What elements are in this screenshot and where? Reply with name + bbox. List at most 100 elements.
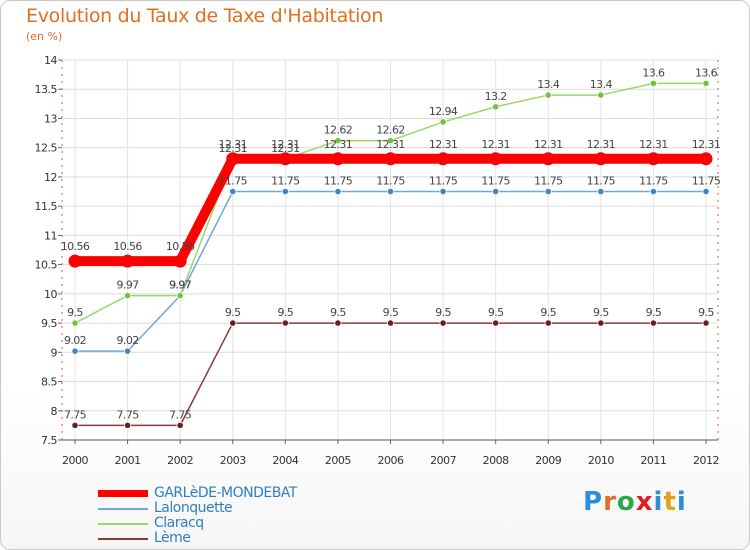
legend-label: Lalonquette	[154, 500, 233, 516]
data-point	[71, 421, 79, 429]
y-tick-label: 12	[44, 171, 57, 184]
data-label: 11.75	[271, 175, 300, 188]
data-label: 9.5	[67, 306, 83, 319]
data-label: 11.75	[219, 175, 248, 188]
data-point	[646, 152, 660, 166]
data-label: 9.5	[435, 306, 451, 319]
data-point	[176, 291, 184, 300]
y-tick-label: 9	[51, 346, 58, 359]
data-label: 10.56	[166, 240, 195, 253]
data-label: 12.31	[219, 142, 248, 155]
data-point	[544, 319, 552, 327]
data-label: 12.94	[429, 105, 458, 118]
y-tick-label: 11	[44, 229, 57, 242]
data-point	[384, 152, 397, 166]
data-label: 12.62	[324, 124, 353, 137]
x-tick-label: 2004	[272, 454, 298, 467]
legend-swatch-garlede	[98, 490, 148, 497]
data-label: 7.75	[169, 408, 192, 421]
data-label: 13.6	[642, 66, 665, 79]
data-point	[123, 421, 132, 429]
data-point	[71, 347, 79, 355]
x-tick-label: 2012	[693, 454, 719, 467]
data-point	[334, 137, 342, 145]
data-label: 11.75	[692, 175, 721, 188]
data-label: 9.97	[169, 279, 192, 292]
logo-letter: t	[663, 487, 677, 517]
data-point	[123, 347, 132, 355]
proxiti-logo[interactable]: Proxiti	[583, 487, 687, 517]
data-label: 12.31	[692, 138, 721, 151]
x-tick-label: 2010	[588, 454, 614, 467]
data-point	[278, 152, 292, 166]
data-label: 7.75	[64, 408, 87, 421]
data-point	[331, 152, 345, 166]
data-point	[439, 319, 447, 327]
data-label: 13.6	[695, 66, 718, 79]
data-label: 12.31	[271, 142, 300, 155]
y-tick-label: 11.5	[35, 200, 58, 213]
data-label: 11.75	[481, 175, 510, 188]
data-point	[386, 319, 395, 327]
data-point	[68, 254, 82, 268]
data-label: 9.5	[277, 306, 293, 319]
data-label: 13.4	[590, 78, 613, 91]
data-label: 11.75	[376, 175, 405, 188]
data-label: 12.31	[639, 138, 668, 151]
chart-title: Evolution du Taux de Taxe d'Habitation	[26, 5, 384, 27]
data-label: 9.5	[698, 306, 714, 319]
x-tick-label: 2008	[483, 454, 509, 467]
legend-label: Claracq	[154, 515, 204, 531]
data-label: 10.56	[113, 240, 142, 253]
logo-letter: P	[583, 487, 604, 517]
data-label: 9.5	[225, 306, 241, 319]
data-label: 12.31	[271, 138, 300, 151]
data-point	[334, 187, 342, 196]
data-label: 12.31	[324, 138, 353, 151]
data-label: 12.31	[376, 138, 405, 151]
data-point	[439, 118, 447, 126]
data-label: 13.2	[485, 90, 507, 103]
data-point	[226, 152, 240, 166]
legend-swatch-leme	[98, 538, 148, 540]
data-point	[492, 319, 500, 327]
y-tick-label: 9.5	[41, 317, 57, 330]
data-point	[597, 187, 605, 196]
data-point	[597, 319, 605, 327]
data-point	[176, 421, 184, 429]
y-tick-label: 13	[44, 112, 57, 125]
x-tick-label: 2009	[535, 454, 561, 467]
data-point	[281, 187, 289, 196]
data-label: 9.97	[169, 279, 192, 292]
data-point	[492, 103, 500, 111]
data-point	[699, 152, 713, 166]
legend-label: GARLèDE-MONDEBAT	[154, 485, 297, 501]
data-point	[123, 291, 132, 300]
data-point	[544, 187, 552, 196]
logo-letter: x	[635, 487, 654, 517]
data-label: 9.5	[646, 306, 662, 319]
x-tick-label: 2005	[325, 454, 351, 467]
data-point	[439, 187, 447, 196]
data-label: 9.02	[117, 334, 139, 347]
y-tick-label: 8.5	[41, 376, 57, 389]
data-label: 12.62	[376, 124, 405, 137]
data-point	[544, 91, 552, 99]
data-point	[702, 187, 710, 196]
y-tick-label: 14	[44, 54, 57, 67]
data-label: 9.97	[117, 279, 140, 292]
data-point	[229, 187, 237, 196]
data-label: 9.02	[64, 334, 86, 347]
legend-label: Lème	[154, 530, 191, 546]
data-label: 11.75	[587, 175, 616, 188]
data-point	[386, 137, 395, 145]
logo-letter: o	[616, 487, 636, 517]
x-tick-label: 2000	[62, 454, 88, 467]
data-label: 11.75	[429, 175, 458, 188]
x-tick-label: 2001	[115, 454, 141, 467]
data-point	[229, 319, 237, 327]
data-point	[334, 319, 342, 327]
legend-swatch-claracq	[98, 523, 148, 525]
data-label: 11.75	[324, 175, 353, 188]
